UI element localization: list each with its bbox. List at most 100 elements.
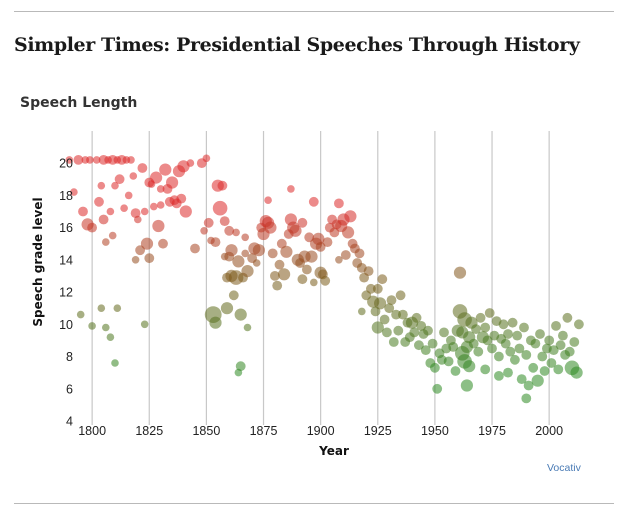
data-point <box>411 312 422 323</box>
data-point <box>305 250 318 263</box>
data-point <box>106 207 115 216</box>
source-credit: Vocativ <box>547 462 581 474</box>
data-point <box>92 156 101 164</box>
data-point <box>535 329 545 339</box>
data-point <box>252 259 261 267</box>
data-point <box>514 343 525 354</box>
data-point <box>480 364 491 375</box>
x-tick-label: 2000 <box>535 424 563 438</box>
data-point <box>548 345 559 355</box>
y-tick-label: 4 <box>66 415 73 429</box>
data-point <box>379 314 390 325</box>
data-point <box>120 204 128 212</box>
data-point <box>371 321 384 334</box>
data-point <box>111 181 119 190</box>
data-point <box>487 343 497 354</box>
data-point <box>310 278 318 287</box>
gridlines <box>91 131 550 425</box>
data-point <box>270 271 280 281</box>
data-point <box>555 340 566 351</box>
data-point <box>473 346 484 357</box>
data-point <box>140 237 154 250</box>
data-point <box>76 310 85 319</box>
data-point <box>232 255 245 268</box>
data-point <box>503 329 513 339</box>
data-point <box>156 201 165 209</box>
data-point <box>225 244 238 257</box>
data-point <box>127 156 135 164</box>
data-point <box>130 208 141 219</box>
data-point <box>546 358 557 368</box>
data-point <box>87 222 97 233</box>
data-point <box>521 350 532 360</box>
y-tick-label: 18 <box>59 189 73 203</box>
data-point <box>480 322 491 333</box>
data-point <box>551 321 561 331</box>
data-point <box>531 374 544 387</box>
data-point <box>111 359 119 367</box>
axis-ticks: 1800 1825 1850 1875 1900 1925 1950 1975 2000 4 6 8 1… <box>59 157 563 438</box>
data-point <box>460 379 473 392</box>
data-point <box>494 351 504 362</box>
data-point <box>512 330 523 341</box>
top-rule <box>14 11 614 12</box>
data-point <box>354 248 365 259</box>
data-point <box>97 304 106 313</box>
data-point <box>210 237 221 248</box>
data-point <box>391 309 401 320</box>
data-point <box>427 338 438 349</box>
data-point <box>97 181 106 190</box>
data-point <box>570 366 583 379</box>
data-point <box>523 380 534 391</box>
data-point <box>463 360 476 373</box>
data-point <box>88 322 96 330</box>
y-tick-label: 20 <box>59 157 73 171</box>
data-point <box>562 312 573 323</box>
data-point <box>432 383 443 394</box>
data-point <box>519 322 529 333</box>
data-point <box>232 228 240 237</box>
data-point <box>335 255 343 264</box>
data-points <box>65 154 584 404</box>
data-point <box>129 172 138 180</box>
data-point <box>212 200 228 216</box>
data-point <box>322 237 333 248</box>
data-point <box>409 327 420 338</box>
data-point <box>209 316 222 329</box>
data-point <box>124 191 133 200</box>
y-axis-label: Speech grade level <box>31 197 45 326</box>
data-point <box>179 205 192 218</box>
data-point <box>482 335 493 346</box>
data-point <box>358 307 366 316</box>
x-tick-label: 1875 <box>250 424 278 438</box>
data-point <box>235 361 246 372</box>
data-point <box>234 308 247 321</box>
x-tick-label: 1950 <box>421 424 449 438</box>
data-point <box>372 283 383 294</box>
data-point <box>398 309 408 320</box>
data-point <box>176 193 187 204</box>
data-point <box>468 338 479 349</box>
data-point <box>443 356 454 367</box>
x-tick-label: 1925 <box>364 424 392 438</box>
chart-title: Speech Length <box>20 95 138 111</box>
data-point <box>393 325 404 336</box>
data-point <box>267 248 278 259</box>
x-tick-label: 1900 <box>307 424 335 438</box>
data-point <box>420 345 431 355</box>
data-point <box>384 303 395 314</box>
data-point <box>70 188 78 196</box>
data-point <box>320 275 331 286</box>
data-point <box>377 274 388 285</box>
bottom-rule <box>14 503 614 504</box>
data-point <box>106 333 115 342</box>
data-point <box>156 185 165 193</box>
data-point <box>241 265 254 278</box>
data-point <box>280 245 293 258</box>
data-point <box>395 290 406 301</box>
data-point <box>414 340 424 351</box>
data-point <box>224 225 235 236</box>
data-point <box>510 354 520 365</box>
data-point <box>78 206 88 217</box>
data-point <box>340 250 351 260</box>
